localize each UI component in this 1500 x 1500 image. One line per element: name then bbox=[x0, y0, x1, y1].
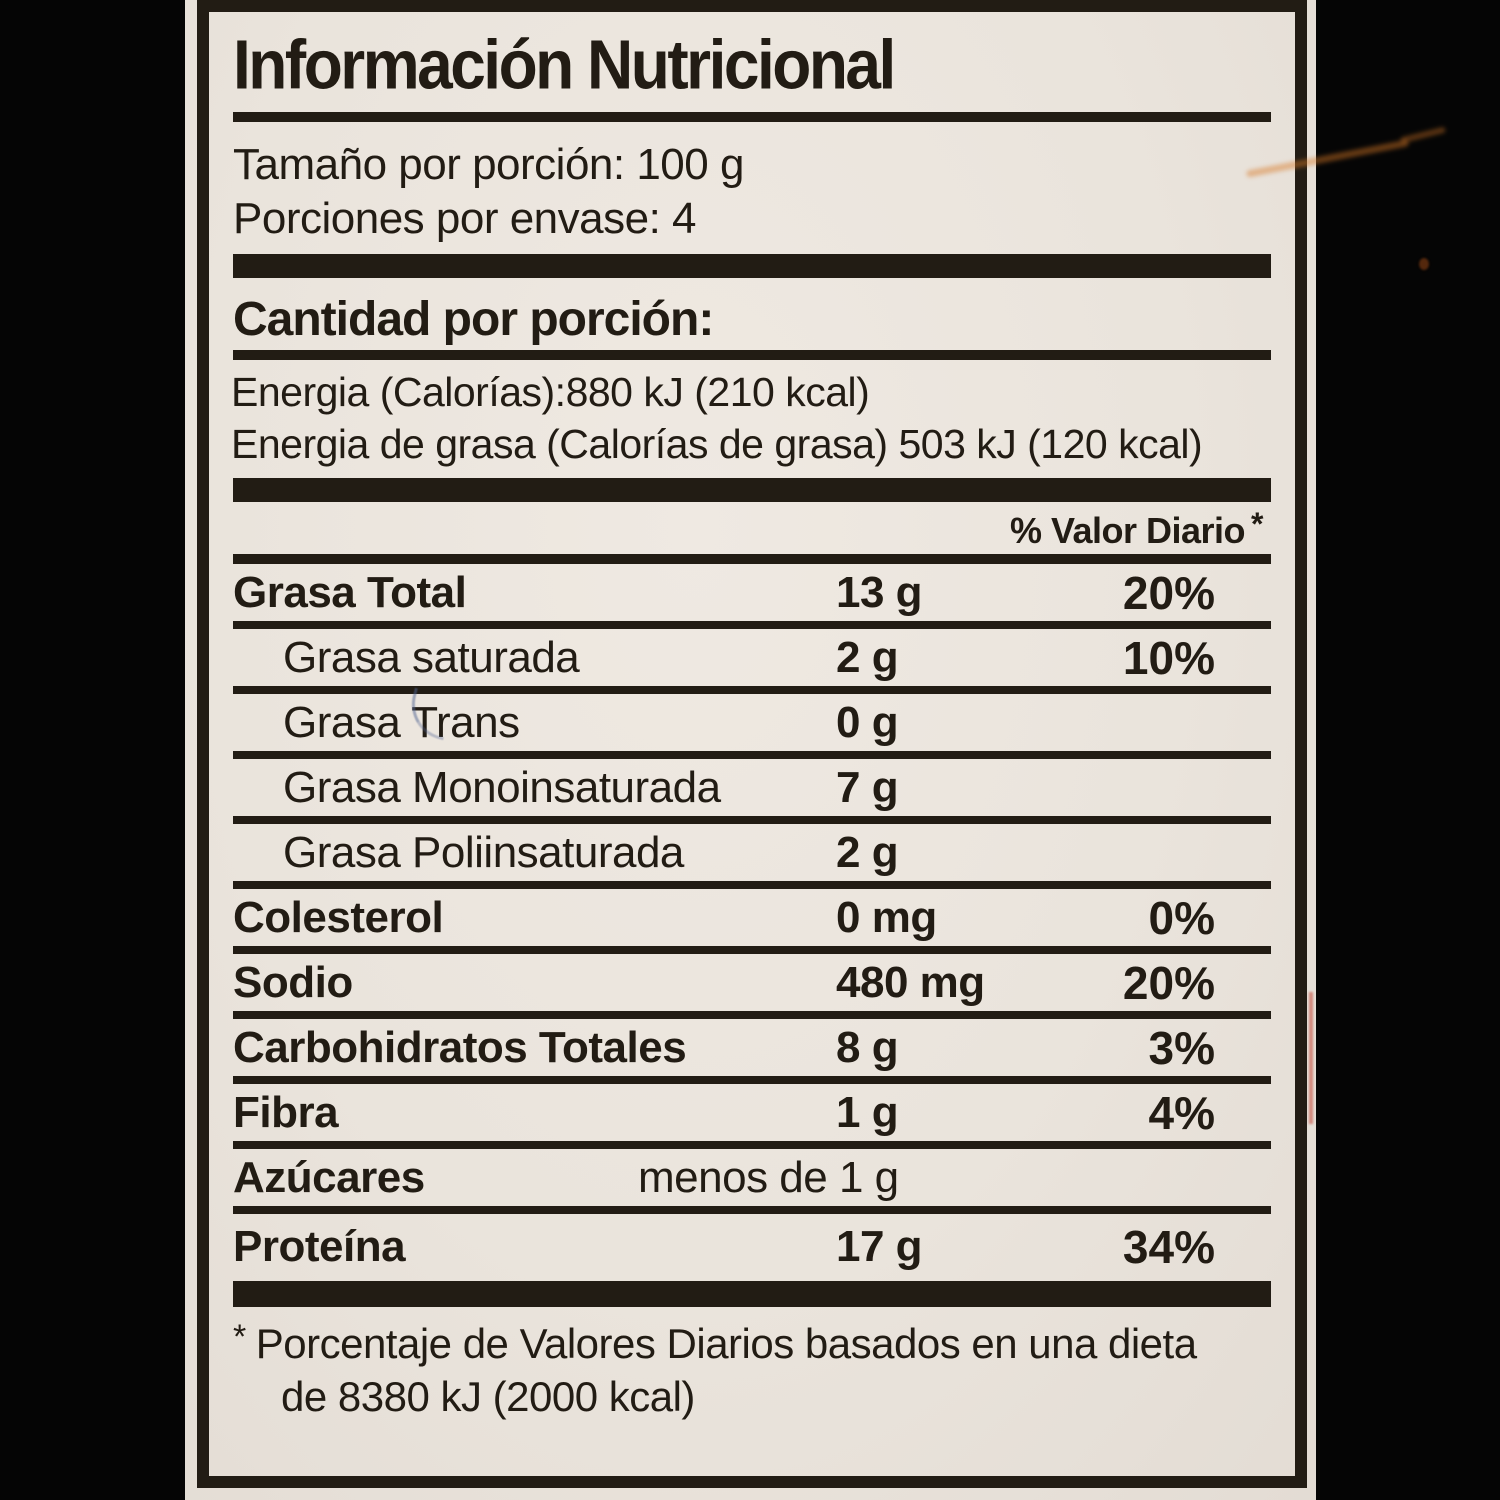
nutrition-label: Información Nutricional Tamaño por porci… bbox=[197, 0, 1307, 1488]
footer-divider-bar bbox=[233, 1281, 1271, 1307]
amount-per-serving-header: Cantidad por porción: bbox=[233, 293, 714, 346]
nutrient-value: 0 g bbox=[836, 697, 899, 747]
nutrient-row-polyunsaturated-fat: Grasa Poliinsaturada 2 g bbox=[233, 824, 1271, 889]
footnote-line-1: * Porcentaje de Valores Diarios basados e… bbox=[233, 1318, 1271, 1372]
nutrient-label: Sodio bbox=[233, 957, 353, 1007]
nutrient-daily-value: 34% bbox=[1122, 1220, 1215, 1273]
nutrient-daily-value: 0% bbox=[1148, 891, 1215, 944]
daily-value-header-divider bbox=[233, 554, 1271, 564]
nutrient-daily-value: 10% bbox=[1122, 631, 1215, 684]
daily-value-footnote: * Porcentaje de Valores Diarios basados e… bbox=[233, 1318, 1271, 1422]
nutrient-label: Grasa Poliinsaturada bbox=[283, 827, 684, 877]
nutrient-row-sugars: Azúcares menos de 1 g bbox=[233, 1149, 1271, 1214]
nutrient-label: Grasa saturada bbox=[283, 632, 580, 682]
nutrient-row-trans-fat: Grasa Trans 0 g bbox=[233, 694, 1271, 759]
nutrient-value: 0 mg bbox=[836, 892, 937, 942]
nutrient-row-protein: Proteína 17 g 34% bbox=[233, 1214, 1271, 1279]
stain-dot bbox=[1419, 258, 1429, 270]
nutrient-daily-value: 3% bbox=[1148, 1021, 1215, 1074]
orange-stain-streak bbox=[1399, 126, 1447, 144]
nutrient-label: Grasa Monoinsaturada bbox=[283, 762, 721, 812]
serving-info: Tamaño por porción: 100 g Porciones por … bbox=[233, 138, 1271, 246]
footnote-line-2: de 8380 kJ (2000 kcal) bbox=[281, 1373, 695, 1420]
nutrient-value: 2 g bbox=[836, 827, 899, 877]
nutrient-value: 17 g bbox=[836, 1221, 923, 1271]
nutrient-row-total-fat: Grasa Total 13 g 20% bbox=[233, 564, 1271, 629]
nutrient-row-total-carbohydrate: Carbohidratos Totales 8 g 3% bbox=[233, 1019, 1271, 1084]
title-divider bbox=[233, 112, 1271, 122]
nutrient-value: 2 g bbox=[836, 632, 899, 682]
label-title: Información Nutricional bbox=[233, 26, 896, 104]
serving-size-line: Tamaño por porción: 100 g bbox=[233, 140, 744, 189]
energy-line-2: Energia de grasa (Calorías de grasa) 503… bbox=[231, 421, 1203, 467]
nutrient-label: Carbohidratos Totales bbox=[233, 1022, 687, 1072]
daily-value-header: % Valor Diario * bbox=[233, 502, 1271, 554]
nutrient-value: 7 g bbox=[836, 762, 899, 812]
amount-header-divider bbox=[233, 350, 1271, 360]
servings-per-container-line: Porciones por envase: 4 bbox=[233, 194, 697, 243]
nutrient-label: Proteína bbox=[233, 1221, 406, 1271]
nutrient-row-cholesterol: Colesterol 0 mg 0% bbox=[233, 889, 1271, 954]
nutrient-label: Grasa Total bbox=[233, 567, 467, 617]
footnote-text-1: Porcentaje de Valores Diarios basados en… bbox=[255, 1320, 1197, 1367]
nutrient-daily-value: 20% bbox=[1122, 956, 1215, 1009]
section-divider-bar bbox=[233, 254, 1271, 278]
nutrient-label: Grasa Trans bbox=[283, 697, 520, 747]
daily-value-header-asterisk: * bbox=[1251, 506, 1263, 542]
energy-info: Energia (Calorías):880 kJ (210 kcal) Ene… bbox=[231, 366, 1271, 470]
nutrient-value: 13 g bbox=[836, 567, 923, 617]
red-edge-mark bbox=[1309, 992, 1313, 1124]
daily-value-header-text: % Valor Diario bbox=[1009, 510, 1246, 551]
energy-line-1: Energia (Calorías):880 kJ (210 kcal) bbox=[231, 369, 870, 415]
nutrient-value: 1 g bbox=[836, 1087, 899, 1137]
nutrient-row-sodium: Sodio 480 mg 20% bbox=[233, 954, 1271, 1019]
section-divider-bar bbox=[233, 478, 1271, 502]
nutrient-row-saturated-fat: Grasa saturada 2 g 10% bbox=[233, 629, 1271, 694]
nutrient-label: Fibra bbox=[233, 1087, 339, 1137]
nutrient-row-fiber: Fibra 1 g 4% bbox=[233, 1084, 1271, 1149]
nutrient-label: Colesterol bbox=[233, 892, 444, 942]
label-paper: Información Nutricional Tamaño por porci… bbox=[185, 0, 1447, 1500]
footnote-asterisk: * bbox=[233, 1318, 246, 1356]
nutrient-value: 480 mg bbox=[836, 957, 985, 1007]
nutrient-row-monounsaturated-fat: Grasa Monoinsaturada 7 g bbox=[233, 759, 1271, 824]
nutrient-daily-value: 4% bbox=[1148, 1086, 1215, 1139]
nutrient-label: Azúcares bbox=[233, 1152, 425, 1202]
nutrient-value: menos de 1 g bbox=[638, 1152, 899, 1202]
nutrient-daily-value: 20% bbox=[1122, 566, 1215, 619]
nutrient-value: 8 g bbox=[836, 1022, 899, 1072]
